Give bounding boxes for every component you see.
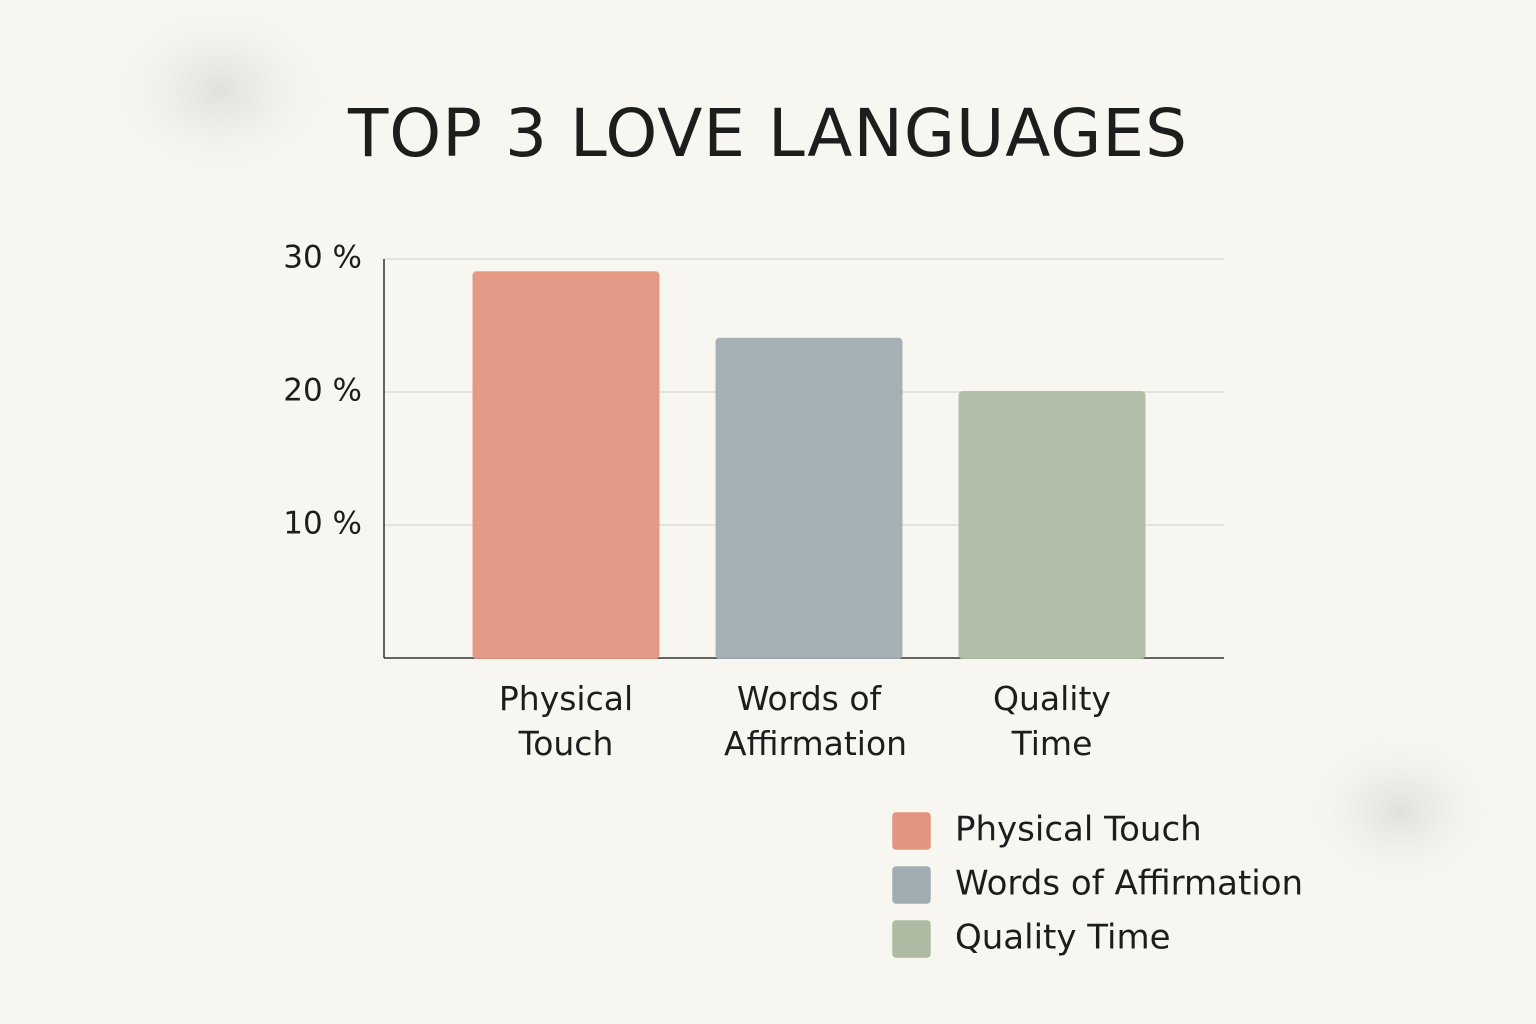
chart-title: TOP 3 LOVE LANGUAGES — [347, 95, 1188, 172]
y-tick-label: 30 % — [283, 240, 362, 276]
x-tick-label: Physical Touch — [498, 679, 634, 763]
x-tick-label: Words of Affirmation — [724, 679, 908, 763]
legend-swatch — [892, 812, 931, 850]
y-tick-label: 10 % — [283, 506, 362, 542]
y-tick-label: 20 % — [283, 373, 362, 409]
decoration — [90, 0, 350, 190]
legend-label: Words of Affirmation — [955, 864, 1303, 904]
legend-swatch — [892, 920, 931, 958]
legend-label: Quality Time — [955, 918, 1171, 958]
bar — [472, 271, 660, 659]
x-tick-label: Quality Time — [993, 679, 1111, 763]
decoration — [1290, 720, 1510, 900]
legend-swatch — [892, 866, 931, 904]
legend-label: Physical Touch — [955, 810, 1202, 850]
bar — [958, 391, 1146, 659]
bar — [715, 337, 903, 659]
